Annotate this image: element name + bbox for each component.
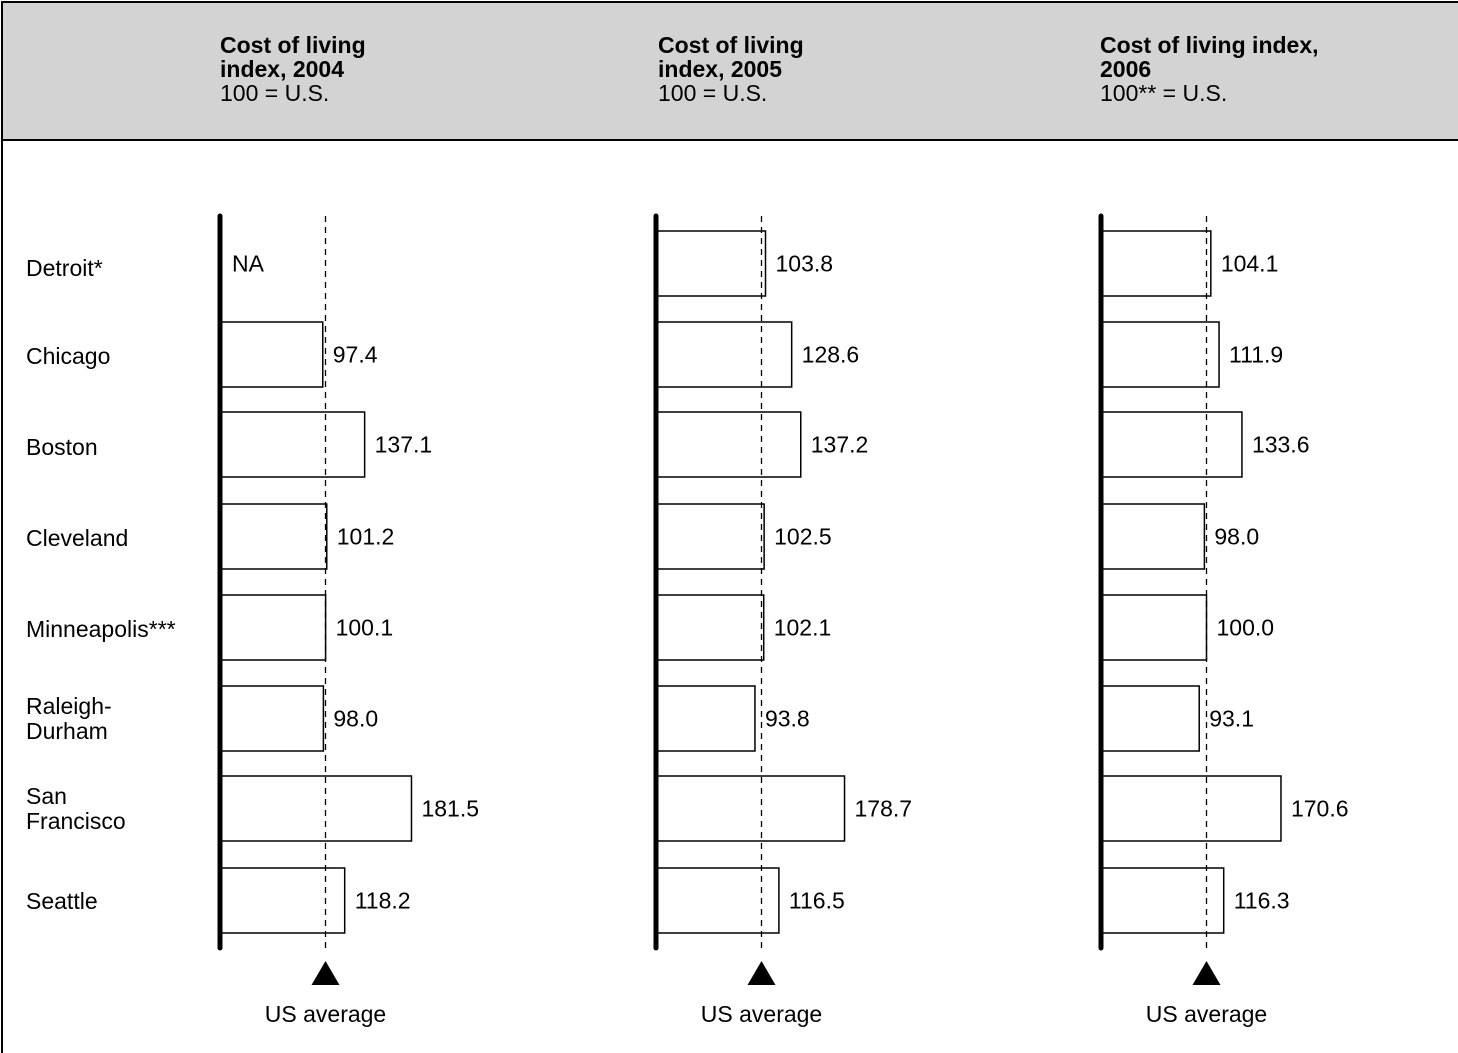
panel-subtitle: 100 = U.S.: [658, 80, 768, 106]
bar: [1100, 594, 1208, 661]
bar: [219, 411, 366, 478]
bar-value-label: 102.1: [774, 615, 832, 641]
bar: [655, 321, 793, 388]
bar: [655, 594, 765, 661]
panel-header-2006: Cost of living index, 2006 100** = U.S.: [1100, 33, 1319, 105]
bar: [219, 321, 324, 388]
bar-value-label: 93.8: [765, 706, 810, 732]
category-label: Seattle: [26, 888, 98, 914]
bar-value-label: 93.1: [1209, 706, 1254, 732]
bar: [655, 230, 767, 297]
bar-value-label: 98.0: [1214, 524, 1259, 550]
category-label: Boston: [26, 434, 98, 460]
bar-value-label: 102.5: [774, 524, 832, 550]
category-label: San Francisco: [26, 783, 126, 834]
us-average-marker: [1192, 961, 1221, 985]
category-label: Raleigh- Durham: [26, 693, 112, 744]
bar: [1100, 685, 1200, 752]
us-average-label: US average: [1146, 1001, 1267, 1027]
bar: [219, 594, 327, 661]
bar: [655, 867, 780, 934]
us-average-marker: [311, 961, 340, 985]
bar-value-label: 100.0: [1217, 615, 1275, 641]
bar: [219, 503, 328, 570]
bar-value-label: 178.7: [855, 796, 913, 822]
bar-value-label: 97.4: [333, 342, 378, 368]
bar: [655, 775, 846, 842]
bar: [219, 775, 413, 842]
frame-border: [1, 141, 3, 1053]
category-label: Cleveland: [26, 525, 129, 551]
bar: [1100, 503, 1206, 570]
bar-value-label: 111.9: [1229, 342, 1283, 368]
category-label: Minneapolis***: [26, 616, 176, 642]
bar-value-label: 137.2: [811, 432, 869, 458]
bar-value-label: 98.0: [333, 706, 378, 732]
bar-value-label: 101.2: [337, 524, 395, 550]
bar-value-label: 137.1: [375, 432, 433, 458]
bar-value-label: 116.3: [1234, 888, 1290, 914]
bar: [655, 503, 765, 570]
bar-value-label: 181.5: [421, 796, 479, 822]
bar-value-label: 103.8: [776, 251, 834, 277]
bar-value-label: 118.2: [355, 888, 411, 914]
category-label: Detroit*: [26, 255, 103, 281]
bar-value-label: 116.5: [789, 888, 845, 914]
bar: [1100, 411, 1243, 478]
panel-title: Cost of living index, 2006: [1100, 32, 1319, 82]
panel-subtitle: 100** = U.S.: [1100, 80, 1228, 106]
bar: [1100, 867, 1225, 934]
panel-header-2005: Cost of living index, 2005 100 = U.S.: [658, 33, 804, 105]
bar-value-label: 170.6: [1291, 796, 1349, 822]
bar-value-label: 100.1: [336, 615, 394, 641]
us-average-label: US average: [265, 1001, 386, 1027]
bar: [655, 411, 802, 478]
bar-value-label: 128.6: [802, 342, 860, 368]
bar: [655, 685, 756, 752]
panel-header-2004: Cost of living index, 2004 100 = U.S.: [220, 33, 366, 105]
us-average-label: US average: [701, 1001, 822, 1027]
bar: [1100, 321, 1220, 388]
bar-value-label: 133.6: [1252, 432, 1310, 458]
category-label: Chicago: [26, 343, 111, 369]
panel-title: Cost of living index, 2005: [658, 32, 804, 82]
bar: [1100, 230, 1212, 297]
us-average-marker: [747, 961, 776, 985]
na-label: NA: [232, 251, 265, 277]
bar: [219, 685, 325, 752]
panel-subtitle: 100 = U.S.: [220, 80, 330, 106]
bar: [1100, 775, 1282, 842]
bar-value-label: 104.1: [1221, 251, 1279, 277]
panel-title: Cost of living index, 2004: [220, 32, 366, 82]
header-band: [1, 1, 1458, 141]
